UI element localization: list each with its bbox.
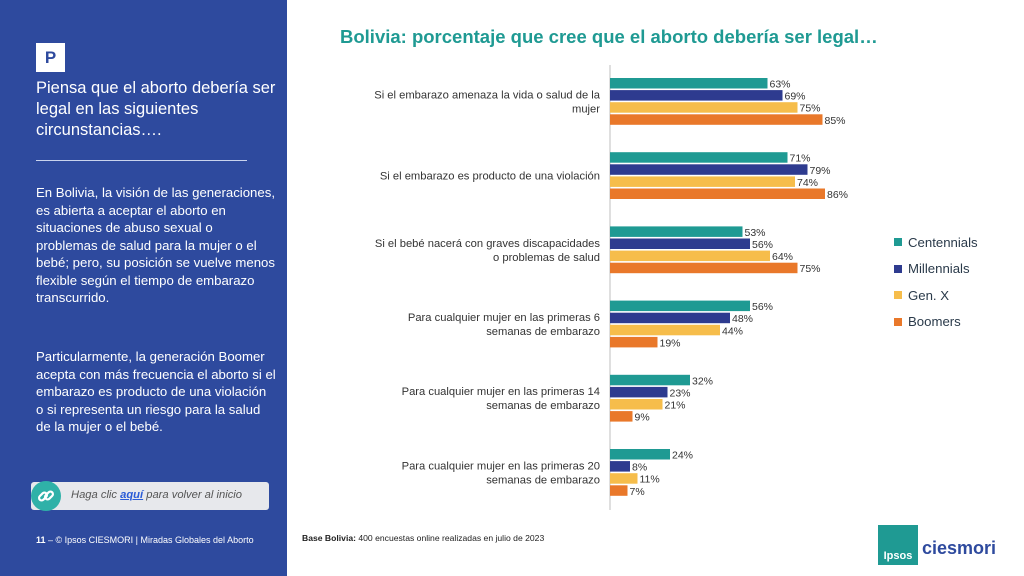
bar: [610, 90, 783, 101]
legend-item: Centennials: [894, 229, 978, 256]
bar: [610, 485, 628, 496]
ipsos-logo-text: Ipsos: [883, 550, 913, 562]
bar: [610, 336, 658, 348]
bar: [610, 300, 750, 312]
bar: [610, 226, 743, 237]
bar: [610, 386, 668, 398]
footer-separator: –: [45, 535, 56, 545]
base-note-label: Base Bolivia:: [302, 533, 356, 543]
data-label: 44%: [722, 325, 743, 337]
bar: [610, 324, 720, 336]
chart-legend: Centennials Millennials Gen. X Boomers: [894, 229, 978, 335]
legend-label: Boomers: [908, 314, 961, 330]
category-label: semanas de embarazo: [486, 326, 600, 338]
back-to-start-text: Haga clic aquí para volver al inicio: [71, 489, 242, 501]
legend-item: Boomers: [894, 309, 978, 336]
bar: [610, 312, 730, 324]
data-label: 48%: [732, 313, 753, 325]
data-label: 85%: [825, 115, 846, 127]
category-label: Si el embarazo es producto de una violac…: [380, 171, 600, 183]
data-label: 32%: [692, 375, 713, 387]
category-label: o problemas de salud: [493, 252, 600, 264]
legend-swatch: [894, 238, 902, 247]
data-label: 71%: [790, 153, 811, 165]
ipsos-ciesmori-logo: Ipsos ciesmori: [878, 525, 1010, 565]
link-pre-text: Haga clic: [71, 489, 121, 501]
bar: [610, 250, 770, 262]
category-label: Si el embarazo amenaza la vida o salud d…: [374, 89, 601, 101]
category-label: mujer: [572, 103, 600, 115]
base-note-text: 400 encuestas online realizadas en julio…: [355, 533, 545, 543]
question-text: Piensa que el aborto debería ser legal e…: [36, 79, 276, 139]
legend-label: Centennials: [908, 234, 978, 250]
divider: [36, 160, 247, 161]
bar-chart: Si el embarazo amenaza la vida o salud d…: [374, 65, 848, 510]
legend-label: Millennials: [908, 261, 970, 277]
bar: [610, 374, 690, 386]
category-label: semanas de embarazo: [486, 400, 600, 412]
bar: [610, 114, 823, 125]
data-label: 8%: [632, 462, 647, 474]
data-label: 74%: [797, 177, 818, 189]
link-icon: [31, 481, 61, 511]
chart-title: Bolivia: porcentaje que cree que el abor…: [340, 26, 878, 47]
link-post-text: para volver al inicio: [143, 489, 242, 501]
data-label: 79%: [810, 165, 831, 177]
legend-item: Gen. X: [894, 282, 978, 309]
base-note: Base Bolivia: 400 encuestas online reali…: [302, 533, 544, 543]
bar: [610, 152, 788, 163]
data-label: 56%: [752, 301, 773, 313]
ciesmori-logo-text: ciesmori: [922, 538, 997, 558]
data-label: 56%: [752, 239, 773, 251]
back-to-start-link[interactable]: Haga clic aquí para volver al inicio: [31, 481, 269, 511]
category-label: Para cualquier mujer en las primeras 6: [408, 312, 600, 324]
bar: [610, 473, 638, 484]
bar: [610, 461, 630, 472]
footer-text: © Ipsos CIESMORI | Miradas Globales del …: [55, 535, 254, 545]
footer: 11 – © Ipsos CIESMORI | Miradas Globales…: [36, 535, 254, 545]
category-label: semanas de embarazo: [486, 474, 600, 486]
link-word[interactable]: aquí: [120, 489, 144, 501]
category-label: Para cualquier mujer en las primeras 20: [402, 460, 600, 472]
data-label: 86%: [827, 189, 848, 201]
data-label: 7%: [630, 486, 645, 498]
insight-paragraph-1: En Bolivia, la visión de las generacione…: [36, 185, 275, 305]
bar: [610, 238, 750, 249]
bar: [610, 262, 798, 274]
page-number: 11: [36, 535, 46, 545]
data-label: 69%: [785, 91, 806, 103]
ipsos-logo-box: Ipsos: [878, 525, 918, 565]
bar: [610, 411, 633, 422]
legend-swatch: [894, 264, 902, 273]
legend-swatch: [894, 291, 902, 300]
data-label: 23%: [670, 387, 691, 399]
data-label: 63%: [770, 79, 791, 91]
legend-label: Gen. X: [908, 287, 950, 303]
legend-item: Millennials: [894, 256, 978, 283]
bar: [610, 176, 795, 187]
data-label: 64%: [772, 251, 793, 263]
bar: [610, 102, 798, 113]
category-label: Para cualquier mujer en las primeras 14: [402, 386, 600, 398]
bar: [610, 399, 663, 410]
question-badge: P: [36, 43, 65, 72]
data-label: 24%: [672, 450, 693, 462]
data-label: 75%: [800, 103, 821, 115]
category-label: Si el bebé nacerá con graves discapacida…: [375, 238, 601, 250]
data-label: 11%: [640, 474, 660, 486]
bar: [610, 188, 825, 199]
data-label: 19%: [660, 337, 681, 349]
data-label: 9%: [635, 412, 650, 424]
data-label: 53%: [745, 227, 766, 239]
legend-swatch: [894, 317, 902, 326]
bar: [610, 164, 808, 175]
insight-paragraph-2: Particularmente, la generación Boomer ac…: [36, 349, 276, 434]
bar: [610, 78, 768, 89]
data-label: 21%: [665, 400, 686, 412]
bar: [610, 449, 670, 460]
left-panel: P Piensa que el aborto debería ser legal…: [0, 0, 287, 576]
data-label: 75%: [800, 263, 821, 275]
